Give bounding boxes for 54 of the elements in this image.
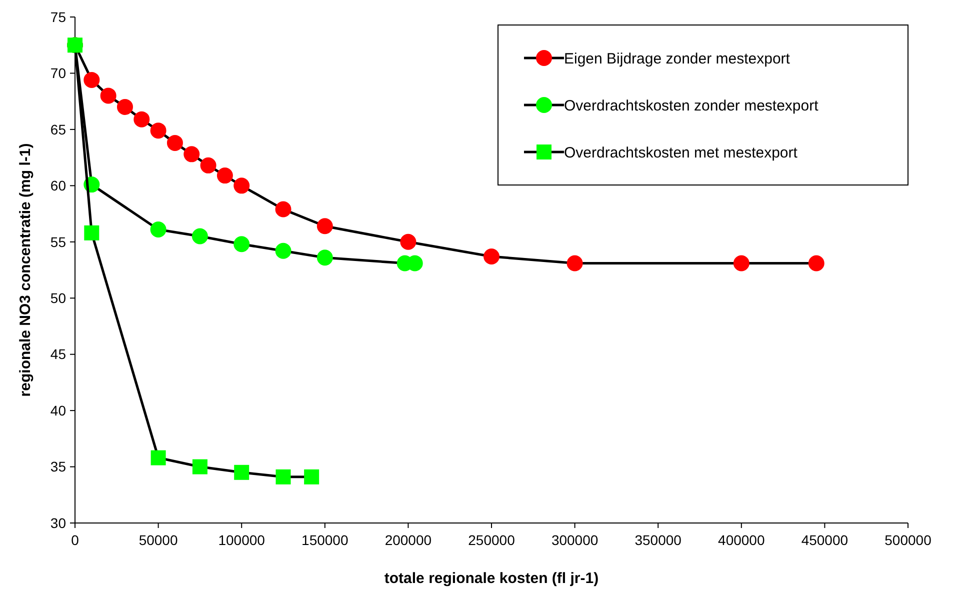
legend-label: Overdrachtskosten met mestexport (564, 144, 798, 162)
y-tick-label: 50 (50, 290, 66, 306)
x-tick-label: 50000 (138, 532, 178, 548)
y-tick-label: 55 (50, 234, 66, 250)
y-tick-label: 65 (50, 121, 66, 138)
y-tick-label: 70 (50, 65, 66, 82)
point (275, 242, 292, 259)
x-tick-label: 450000 (801, 532, 848, 548)
point (166, 134, 183, 151)
point (234, 236, 250, 252)
point (733, 255, 750, 272)
point (192, 228, 208, 244)
y-tick-label: 30 (50, 514, 66, 531)
x-tick-label: 350000 (634, 532, 682, 548)
x-tick-label: 0 (71, 532, 80, 548)
point (184, 146, 200, 162)
y-tick-label: 45 (50, 346, 66, 362)
point (116, 98, 133, 115)
point (484, 248, 500, 265)
point (150, 450, 166, 466)
y-tick-label: 35 (50, 458, 66, 475)
point (150, 222, 166, 238)
x-tick-label: 250000 (468, 532, 516, 548)
point (216, 168, 233, 184)
point (192, 459, 208, 474)
point (808, 255, 824, 272)
point (134, 111, 150, 128)
y-tick-label: 75 (50, 8, 66, 25)
point (84, 72, 100, 88)
x-tick-label: 100000 (218, 532, 266, 548)
x-tick-label: 150000 (302, 532, 348, 548)
point (200, 157, 216, 174)
point (304, 469, 320, 484)
point (316, 250, 333, 266)
point (234, 178, 250, 194)
point (276, 469, 291, 484)
x-tick-label: 400000 (718, 532, 765, 548)
y-tick-label: 40 (50, 402, 66, 418)
point (566, 255, 583, 272)
x-tick-label: 200000 (384, 532, 432, 548)
x-tick-label: 500000 (884, 532, 932, 548)
point (84, 225, 100, 240)
point (234, 464, 250, 480)
y-tick-label: 60 (50, 178, 66, 194)
point (316, 218, 333, 234)
x-tick-label: 300000 (551, 532, 598, 548)
point (275, 201, 292, 218)
legend-label: Overdrachtskosten zonder mestexport (564, 97, 820, 114)
point (150, 122, 166, 139)
point (400, 234, 416, 250)
point (100, 88, 116, 104)
legend-label: Eigen Bijdrage zonder mestexport (564, 50, 791, 68)
x-axis-title: totale regionale kosten (fl jr-1) (384, 570, 599, 587)
y-axis-title: regionale NO3 concentratie (mg l-1) (17, 143, 34, 397)
